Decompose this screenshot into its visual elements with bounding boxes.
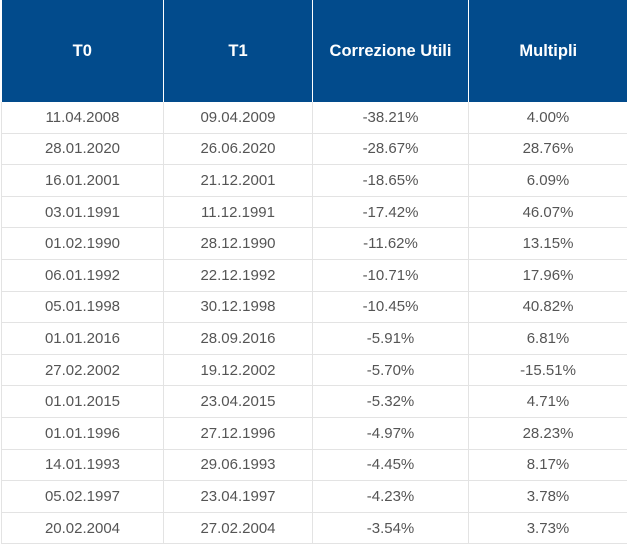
cell-t1: 28.12.1990: [164, 228, 313, 260]
cell-t1: 29.06.1993: [164, 449, 313, 481]
cell-correzione-utili: -28.67%: [313, 133, 469, 165]
cell-t1: 11.12.1991: [164, 196, 313, 228]
header-t1: T1: [164, 0, 313, 102]
cell-t0: 06.01.1992: [2, 259, 164, 291]
cell-multipli: 46.07%: [469, 196, 627, 228]
cell-correzione-utili: -10.71%: [313, 259, 469, 291]
cell-t1: 26.06.2020: [164, 133, 313, 165]
cell-t1: 22.12.1992: [164, 259, 313, 291]
cell-multipli: -15.51%: [469, 354, 627, 386]
cell-t0: 27.02.2002: [2, 354, 164, 386]
cell-t0: 11.04.2008: [2, 102, 164, 133]
cell-t0: 01.01.1996: [2, 417, 164, 449]
header-multipli: Multipli: [469, 0, 627, 102]
header-correzione-utili: Correzione Utili: [313, 0, 469, 102]
cell-t0: 05.01.1998: [2, 291, 164, 323]
cell-t0: 05.02.1997: [2, 481, 164, 513]
cell-correzione-utili: -5.91%: [313, 323, 469, 355]
cell-t0: 28.01.2020: [2, 133, 164, 165]
cell-t1: 30.12.1998: [164, 291, 313, 323]
cell-correzione-utili: -10.45%: [313, 291, 469, 323]
cell-t0: 03.01.1991: [2, 196, 164, 228]
cell-multipli: 4.71%: [469, 386, 627, 418]
cell-correzione-utili: -11.62%: [313, 228, 469, 260]
table-header: T0 T1 Correzione Utili Multipli: [2, 0, 627, 102]
cell-multipli: 28.76%: [469, 133, 627, 165]
cell-t0: 16.01.2001: [2, 165, 164, 197]
cell-correzione-utili: -38.21%: [313, 102, 469, 133]
cell-t1: 27.02.2004: [164, 512, 313, 544]
cell-correzione-utili: -5.70%: [313, 354, 469, 386]
cell-t0: 20.02.2004: [2, 512, 164, 544]
cell-multipli: 6.81%: [469, 323, 627, 355]
cell-multipli: 40.82%: [469, 291, 627, 323]
cell-t1: 28.09.2016: [164, 323, 313, 355]
cell-multipli: 8.17%: [469, 449, 627, 481]
cell-t1: 27.12.1996: [164, 417, 313, 449]
cell-correzione-utili: -5.32%: [313, 386, 469, 418]
cell-multipli: 17.96%: [469, 259, 627, 291]
cell-multipli: 28.23%: [469, 417, 627, 449]
cell-t0: 01.02.1990: [2, 228, 164, 260]
cell-t0: 01.01.2015: [2, 386, 164, 418]
header-row: T0 T1 Correzione Utili Multipli: [2, 0, 627, 102]
cell-t1: 23.04.2015: [164, 386, 313, 418]
cell-multipli: 13.15%: [469, 228, 627, 260]
cell-correzione-utili: -4.23%: [313, 481, 469, 513]
cell-correzione-utili: -4.45%: [313, 449, 469, 481]
cell-multipli: 4.00%: [469, 102, 627, 133]
cell-t1: 19.12.2002: [164, 354, 313, 386]
cell-correzione-utili: -4.97%: [313, 417, 469, 449]
cell-correzione-utili: -3.54%: [313, 512, 469, 544]
cell-t0: 01.01.2016: [2, 323, 164, 355]
cell-t1: 23.04.1997: [164, 481, 313, 513]
cell-multipli: 3.78%: [469, 481, 627, 513]
cell-t1: 21.12.2001: [164, 165, 313, 197]
cell-multipli: 6.09%: [469, 165, 627, 197]
cell-t1: 09.04.2009: [164, 102, 313, 133]
cell-correzione-utili: -18.65%: [313, 165, 469, 197]
cell-t0: 14.01.1993: [2, 449, 164, 481]
header-t0: T0: [2, 0, 164, 102]
cell-multipli: 3.73%: [469, 512, 627, 544]
cell-correzione-utili: -17.42%: [313, 196, 469, 228]
